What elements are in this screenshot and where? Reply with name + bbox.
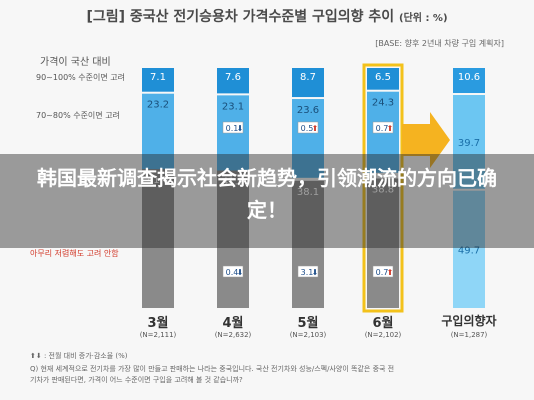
bar-may-top (292, 68, 324, 98)
bar-apr-mid (217, 95, 249, 173)
change-arrow-jun-mid: ⬆ (387, 124, 394, 133)
value-label-jun-top: 6.5 (375, 72, 391, 83)
value-label-apr-top: 7.6 (225, 72, 241, 83)
change-value-jun-mid: 0.7 (376, 124, 389, 133)
change-badge-jun-bottom (372, 265, 394, 278)
base-note: [BASE: 향후 2년내 차량 구입 계획자] (375, 39, 504, 48)
headline-banner (0, 154, 534, 248)
category-n-mar: (N=2,111) (139, 331, 177, 339)
change-arrow-apr-mid: ⬇ (237, 124, 244, 133)
row-label-bottom: 아무리 저렴해도 고려 안함 (30, 249, 119, 258)
change-value-may-mid: 0.5 (301, 124, 314, 133)
trend-arrow (402, 112, 450, 168)
change-value-jun-bottom: 0.7 (376, 268, 389, 277)
bar-intenders-top (453, 68, 485, 94)
bar-intenders-bottom (453, 190, 485, 308)
chart-title: [그림] 중국산 전기승용차 가격수준별 구입의향 추이 (단위 : %) (86, 9, 448, 25)
change-badge-jun-mid (372, 121, 394, 134)
value-label-may-bottom: 38.1 (297, 187, 319, 198)
bar-jun-bottom (367, 178, 399, 308)
category-label-jun: 6월 (372, 316, 394, 331)
value-label-may-top: 8.7 (300, 72, 316, 83)
bar-apr-bottom (217, 170, 249, 308)
change-arrow-may-mid: ⬆ (312, 124, 319, 133)
change-value-apr-mid: 0.1 (226, 124, 239, 133)
change-value-may-bottom: 3.1 (301, 268, 314, 277)
change-arrow-apr-bottom: ⬇ (237, 268, 244, 277)
category-n-jun: (N=2,102) (364, 331, 402, 339)
change-arrow-jun-bottom: ⬆ (387, 268, 394, 277)
row-label-top: 90~100% 수준이면 고려 (36, 73, 125, 82)
value-label-apr-mid: 23.1 (222, 101, 244, 112)
value-label-may-mid: 23.6 (297, 105, 319, 116)
footnote-legend: ⬆⬇ : 전월 대비 증가·감소율 (%) (30, 352, 128, 360)
category-n-apr: (N=2,632) (214, 331, 252, 339)
value-label-intenders-top: 10.6 (458, 72, 480, 83)
bar-mar-bottom (142, 169, 174, 308)
value-label-mar-top: 7.1 (150, 72, 166, 83)
change-badge-apr-bottom (222, 265, 244, 278)
bar-may-bottom (292, 180, 324, 308)
title-unit: (단위 : %) (399, 13, 448, 24)
value-label-mar-mid: 23.2 (147, 100, 169, 111)
footnote-question-2: 기차가 판매된다면, 가격이 어느 수준이면 구입을 고려해 볼 것 같습니까? (30, 376, 243, 384)
highlight-box-jun (362, 63, 404, 313)
category-label-may: 5월 (297, 316, 319, 331)
category-label-apr: 4월 (222, 316, 244, 331)
row-label-mid: 70~80% 수준이면 고려 (36, 111, 120, 120)
category-n-may: (N=2,103) (289, 331, 327, 339)
change-arrow-may-bottom: ⬇ (312, 268, 319, 277)
value-label-jun-bottom: 38.8 (372, 184, 394, 195)
footnote-question-1: Q) 현재 세계적으로 전기차를 가장 많이 만들고 판매하는 나라는 중국입니… (30, 365, 395, 373)
bar-mar-top (142, 68, 174, 92)
bar-jun-top (367, 68, 399, 90)
bar-may-mid (292, 99, 324, 178)
category-n-intenders: (N=1,287) (450, 331, 488, 339)
bar-mar-mid (142, 93, 174, 172)
change-value-apr-bottom: 0.4 (226, 268, 239, 277)
bar-intenders-mid (453, 95, 485, 189)
change-badge-may-bottom (297, 265, 319, 278)
value-label-jun-mid: 24.3 (372, 98, 394, 109)
bar-apr-top (217, 68, 249, 94)
value-label-mar-bottom: 41.6 (147, 175, 169, 186)
value-label-intenders-mid: 39.7 (458, 138, 480, 149)
price-heading: 가격이 국산 대비 (40, 57, 111, 68)
headline-text: 韩国最新调查揭示社会新趋势，引领潮流的方向已确定！ (37, 166, 497, 222)
change-badge-may-mid (297, 121, 319, 134)
change-badge-apr-mid (222, 121, 244, 134)
value-label-intenders-bottom: 49.7 (458, 245, 480, 256)
value-label-apr-bottom: 41.2 (222, 176, 244, 187)
category-label-mar: 3월 (147, 316, 169, 331)
category-label-intenders: 구입의향자 (441, 314, 497, 328)
